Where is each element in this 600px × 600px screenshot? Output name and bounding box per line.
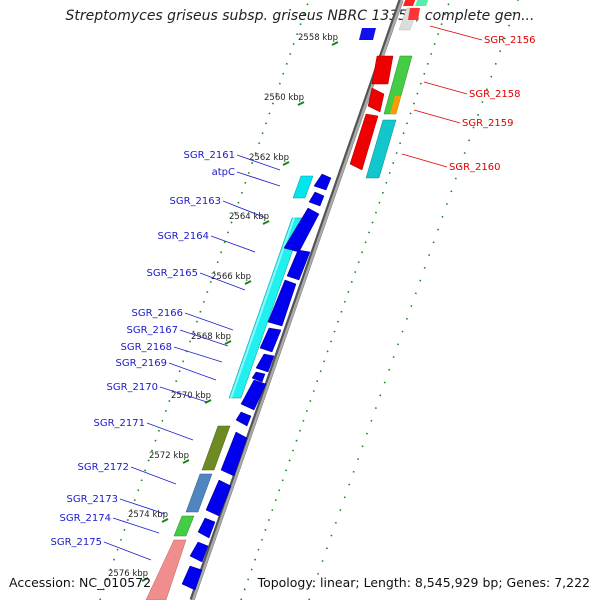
forward-gene-label[interactable]: SGR_2170 — [107, 382, 159, 393]
topology-info: Topology: linear; Length: 8,545,929 bp; … — [257, 575, 590, 590]
label-leader-line — [159, 386, 208, 403]
backbone — [189, 0, 404, 600]
dotted-tracks — [99, 0, 519, 600]
reverse-gene-label[interactable]: SGR_2160 — [449, 162, 501, 173]
forward-gene-label[interactable]: SGR_2169 — [116, 358, 168, 369]
tick-label: 2564 kbp — [229, 212, 269, 222]
label-leader-line — [168, 362, 217, 381]
label-leader-line — [429, 25, 483, 41]
tick-label: 2566 kbp — [211, 272, 251, 282]
tick-label: 2558 kbp — [298, 33, 338, 43]
label-leader-line — [423, 81, 468, 95]
forward-gene-label[interactable]: SGR_2161 — [184, 150, 236, 161]
cog-bars-reverse — [365, 0, 429, 179]
forward-gene-label[interactable]: SGR_2167 — [127, 325, 179, 336]
tick-mark — [282, 161, 290, 166]
tick-label: 2570 kbp — [171, 391, 211, 401]
tick-mark — [224, 340, 232, 345]
kbp-ticks: 2558 kbp 2560 kbp 2562 kbp 2564 kbp 2566 kbp… — [108, 33, 339, 582]
label-leader-line — [413, 109, 461, 124]
tick-label: 2574 kbp — [128, 510, 168, 520]
tick-mark — [141, 577, 149, 582]
tick-label: 2560 kbp — [264, 93, 304, 103]
reverse-genes — [349, 8, 420, 171]
dotted-track-line — [240, 0, 451, 600]
tick-mark — [262, 220, 270, 225]
tick-label: 2576 kbp — [108, 569, 148, 579]
cog-bars-forward — [145, 175, 314, 600]
forward-gene-label[interactable]: SGR_2175 — [51, 537, 103, 548]
forward-gene-label[interactable]: SGR_2164 — [158, 231, 210, 242]
label-leader-line — [130, 466, 177, 485]
tick-mark — [204, 399, 212, 404]
forward-gene-label[interactable]: SGR_2165 — [147, 268, 199, 279]
label-leader-line — [401, 153, 448, 168]
tick-mark — [161, 518, 169, 523]
tick-label: 2562 kbp — [249, 153, 289, 163]
reverse-gene-label[interactable]: SGR_2156 — [484, 35, 536, 46]
label-leader-line — [112, 517, 160, 534]
tick-mark — [331, 41, 339, 46]
tick-mark — [182, 459, 190, 464]
forward-gene-label[interactable]: SGR_2173 — [67, 494, 119, 505]
forward-gene-label[interactable]: atpC — [212, 167, 235, 178]
forward-gene-label[interactable]: SGR_2174 — [60, 513, 112, 524]
label-leader-line — [199, 272, 246, 291]
label-leader-line — [173, 346, 223, 363]
forward-gene-label[interactable]: SGR_2166 — [132, 308, 184, 319]
forward-gene-label[interactable]: SGR_2168 — [121, 342, 173, 353]
tick-label: 2568 kbp — [191, 332, 231, 342]
forward-gene-label[interactable]: SGR_2171 — [94, 418, 146, 429]
label-leader-line — [236, 171, 281, 187]
label-leader-line — [210, 235, 256, 253]
tick-mark — [244, 280, 252, 285]
accession-label: Accession: NC_010572 — [9, 575, 152, 590]
forward-genes — [181, 173, 332, 591]
label-leader-line — [184, 312, 234, 331]
forward-gene-label[interactable]: SGR_2172 — [78, 462, 130, 473]
tick-mark — [297, 101, 305, 106]
reverse-gene-label[interactable]: SGR_2159 — [462, 118, 514, 129]
label-leader-line — [119, 498, 166, 515]
dotted-track-line — [99, 0, 310, 600]
forward-gene-label[interactable]: SGR_2163 — [170, 196, 222, 207]
label-leader-line — [146, 422, 194, 441]
tick-label: 2572 kbp — [149, 451, 189, 461]
label-leader-line — [236, 154, 281, 171]
gene-labels: SGR_2161 atpC SGR_2163 SGR_2164 SGR_2165 SGR_… — [51, 25, 536, 561]
label-leader-line — [222, 200, 267, 219]
label-leader-line — [179, 329, 229, 347]
label-leader-line — [103, 541, 152, 561]
reverse-gene-label[interactable]: SGR_2158 — [469, 89, 521, 100]
